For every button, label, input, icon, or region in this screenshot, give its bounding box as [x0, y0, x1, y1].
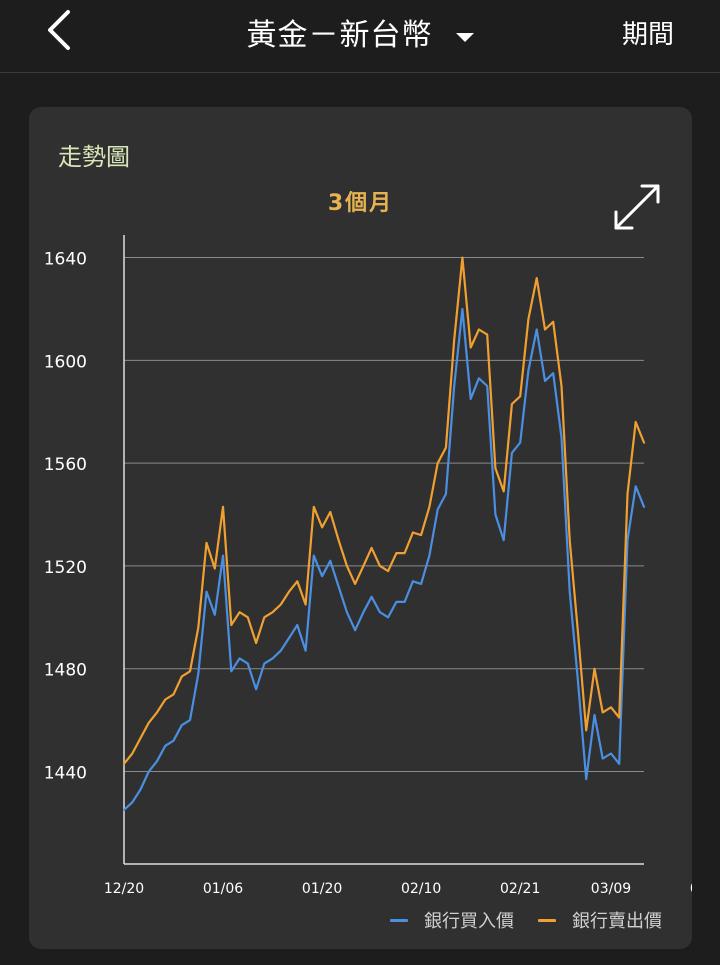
legend-swatch-buy [390, 918, 408, 922]
caret-down-icon [455, 33, 474, 42]
legend-swatch-sell [538, 918, 556, 922]
x-tick-label-03-23: 03/23 [690, 881, 692, 897]
legend-label-buy: 銀行買入價 [424, 911, 514, 932]
x-tick-label-02-10: 02/10 [401, 881, 441, 897]
trend-chart-card: 走勢圖 3個月 1440 1480 1520 1560 1600 1640 12/20 01/… [29, 107, 692, 949]
currency-pair-selector[interactable]: 黃金－新台幣 [0, 10, 720, 54]
back-button[interactable] [40, 8, 80, 52]
page-title: 黃金－新台幣 [246, 18, 433, 53]
legend-item-buy: 銀行買入價 [390, 907, 514, 933]
expand-button[interactable] [612, 182, 662, 232]
series-line-sell [122, 256, 646, 765]
y-tick-label-1440: 1440 [44, 763, 87, 783]
y-tick-label-1600: 1600 [44, 352, 87, 372]
legend-label-sell: 銀行賣出價 [572, 911, 662, 932]
y-tick-label-1640: 1640 [44, 250, 87, 270]
period-button[interactable]: 期間 [621, 20, 674, 50]
x-tick-label-03-09: 03/09 [591, 881, 631, 897]
x-tick-label-02-21: 02/21 [500, 881, 540, 897]
top-navigation-bar: 黃金－新台幣 期間 [0, 0, 720, 73]
legend-item-sell: 銀行賣出價 [538, 907, 662, 933]
chart-legend: 銀行買入價 銀行賣出價 [390, 907, 662, 933]
chevron-left-icon [48, 10, 70, 50]
series-line-buy [122, 307, 646, 812]
expand-diagonal-icon [614, 184, 660, 230]
x-tick-label-01-06: 01/06 [203, 881, 243, 897]
line-chart: 1440 1480 1520 1560 1600 1640 12/20 01/06 01/20 0… [44, 235, 692, 897]
range-label: 3個月 [327, 191, 394, 216]
y-tick-label-1520: 1520 [44, 558, 87, 578]
card-title: 走勢圖 [58, 143, 130, 171]
y-tick-label-1560: 1560 [44, 455, 87, 475]
x-tick-label-01-20: 01/20 [302, 881, 342, 897]
x-tick-label-12-20: 12/20 [104, 881, 144, 897]
y-tick-label-1480: 1480 [44, 661, 87, 681]
